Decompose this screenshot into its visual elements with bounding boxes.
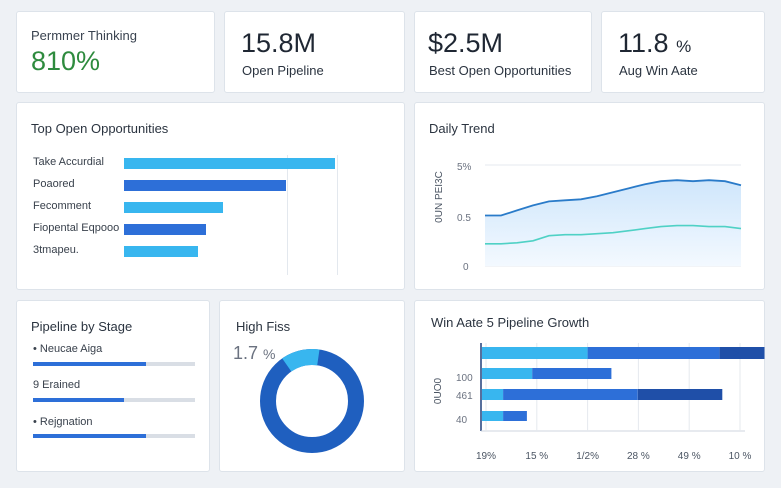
donut-ring — [260, 349, 364, 453]
growth-chart: 0UO0 100 461 40 19% 15 % 1/2% 28 % 49 % 10 % — [433, 343, 765, 462]
x-tick: 10 % — [729, 451, 752, 462]
stage-bar — [33, 362, 195, 366]
y-tick: 461 — [456, 391, 473, 402]
x-tick: 15 % — [525, 451, 548, 462]
x-tick: 19% — [476, 451, 496, 462]
kpi-label: Open Pipeline — [242, 63, 324, 78]
bar — [124, 202, 223, 213]
kpi-label: Permmer Thinking — [31, 28, 137, 43]
y-axis-label: 0UN PEI3C — [434, 171, 445, 223]
bar — [124, 246, 198, 257]
trend-line-upper — [485, 179, 742, 217]
bar-segment — [587, 347, 720, 359]
grid-line — [337, 155, 338, 275]
bar-label: Take Accurdial — [33, 156, 104, 168]
stage-bar-fill — [33, 398, 124, 402]
bar-label: 3tmapeu. — [33, 244, 79, 256]
stage-bar-fill — [33, 434, 147, 438]
kpi-card-permmer: Permmer Thinking 810% — [16, 11, 215, 93]
high-fiss-value: 1.7 % — [233, 343, 276, 364]
bar — [124, 224, 206, 235]
stage-bar-fill — [33, 362, 147, 366]
kpi-unit: % — [676, 37, 692, 56]
bar-segment — [482, 347, 588, 359]
y-tick: 0 — [463, 262, 469, 273]
card-title: High Fiss — [236, 319, 291, 334]
y-tick: 0.5 — [457, 213, 471, 224]
kpi-card-best-open: $2.5M Best Open Opportunities — [414, 11, 592, 93]
bar-segment — [637, 389, 723, 400]
bar-segment — [482, 389, 504, 400]
bar — [124, 158, 335, 169]
bar-segment — [532, 368, 612, 379]
top-opportunities-card: Top Open Opportunities Take Accurdial Poa… — [16, 102, 405, 290]
stage-bar — [33, 434, 195, 438]
kpi-value: 11.8 % — [618, 28, 691, 59]
bar-label: Poaored — [33, 178, 75, 190]
bar-segment — [503, 389, 638, 400]
bar-segment — [503, 411, 527, 421]
daily-trend-chart: 0UN PEI3C 5% 0.5 0 — [434, 162, 742, 273]
y-tick: 40 — [456, 415, 468, 426]
high-fiss-card: High Fiss 1.7 % — [219, 300, 405, 472]
kpi-number: 11.8 — [618, 28, 669, 58]
y-tick: 100 — [456, 373, 473, 384]
kpi-label: Best Open Opportunities — [429, 63, 572, 78]
stage-label: • Rejgnation — [33, 416, 93, 428]
pipeline-by-stage-card: Pipeline by Stage • Neucae Aiga 9 Eraine… — [16, 300, 210, 472]
value-number: 1.7 — [233, 343, 259, 363]
kpi-card-open-pipeline: 15.8M Open Pipeline — [224, 11, 405, 93]
kpi-value: 810% — [31, 46, 101, 76]
y-axis-label: 0UO0 — [433, 378, 444, 405]
kpi-value: 15.8M — [241, 28, 317, 58]
x-tick: 49 % — [678, 451, 701, 462]
daily-trend-card: Daily Trend 0UN PEI3C 5% 0.5 0 — [414, 102, 765, 290]
x-tick: 28 % — [627, 451, 650, 462]
trend-line-lower — [485, 224, 742, 245]
kpi-card-win-rate: 11.8 % Aug Win Aate — [601, 11, 765, 93]
kpi-value: $2.5M — [428, 28, 504, 58]
bar — [124, 180, 286, 191]
donut-chart — [260, 349, 364, 453]
card-title: Daily Trend — [429, 121, 495, 136]
bar-label: Fecomment — [33, 200, 92, 212]
x-tick: 1/2% — [576, 451, 599, 462]
bar-marker — [698, 391, 712, 398]
y-tick: 5% — [457, 162, 472, 173]
bar-arrow — [733, 350, 739, 356]
card-title: Pipeline by Stage — [31, 319, 133, 334]
win-rate-growth-card: Win Aate 5 Pipeline Growth 0UO0 100 461 … — [414, 300, 765, 472]
card-title: Win Aate 5 Pipeline Growth — [431, 315, 590, 330]
kpi-label: Aug Win Aate — [619, 63, 698, 78]
value-unit: % — [263, 346, 276, 362]
stage-label: • Neucae Aiga — [33, 343, 103, 355]
grid-line — [287, 155, 288, 275]
card-title: Top Open Opportunities — [31, 121, 169, 136]
bar-label: Fiopental Eqpooo — [33, 222, 120, 234]
bar-segment — [719, 347, 765, 359]
bar-segment — [482, 411, 504, 421]
stage-label: 9 Erained — [33, 379, 81, 391]
donut-segment — [260, 349, 364, 453]
bar-segment — [482, 368, 533, 379]
stage-bar — [33, 398, 195, 402]
